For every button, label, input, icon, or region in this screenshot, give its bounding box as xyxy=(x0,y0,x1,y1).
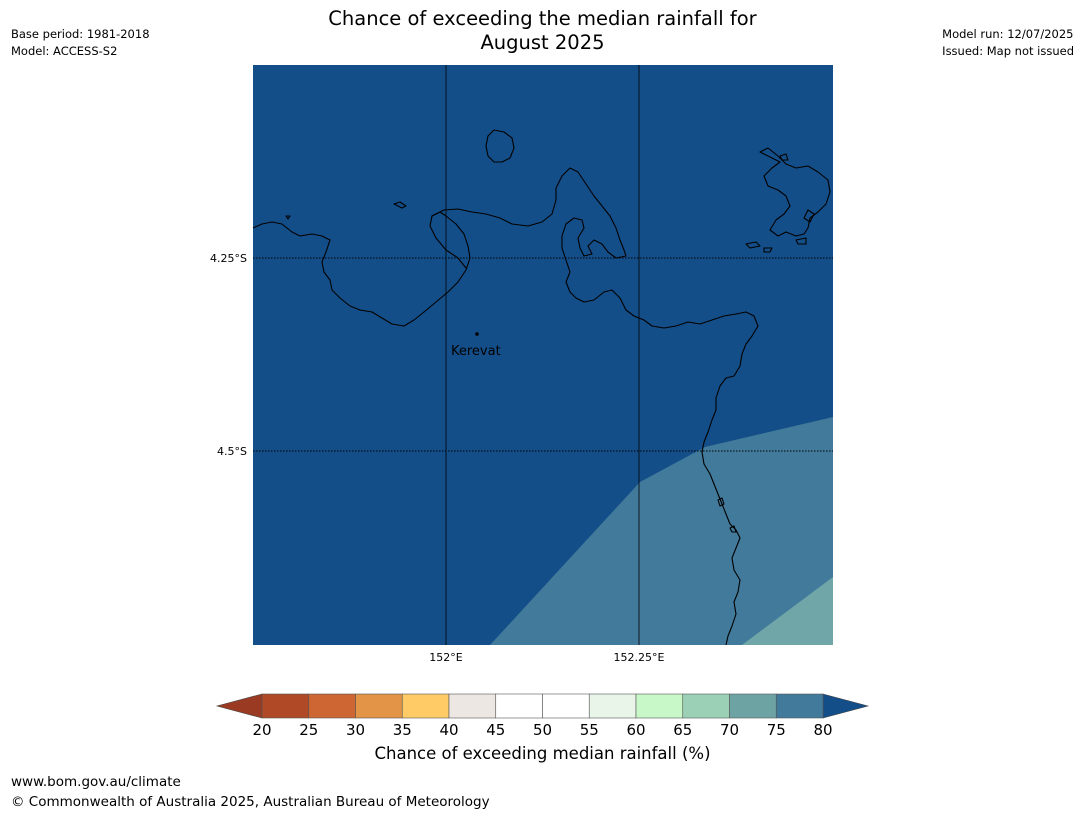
colorbar-tick-label: 20 xyxy=(252,721,271,739)
title-line-2: August 2025 xyxy=(480,31,605,54)
colorbar-label: Chance of exceeding median rainfall (%) xyxy=(374,744,711,763)
meta-left: Base period: 1981-2018 Model: ACCESS-S2 xyxy=(11,26,150,60)
kerevat-label: Kerevat xyxy=(451,344,501,359)
colorbar-tick-label: 50 xyxy=(533,721,552,739)
colorbar: 20 25 30 35 40 45 50 55 60 65 70 75 80 xyxy=(215,693,870,739)
colorbar-segment xyxy=(308,693,356,719)
colorbar-tick-label: 80 xyxy=(813,721,832,739)
model-text: Model: ACCESS-S2 xyxy=(11,44,118,58)
zone-75-80 xyxy=(490,417,833,645)
colorbar-segment xyxy=(635,693,684,719)
colorbar-tick-label: 35 xyxy=(393,721,412,739)
issued-text: Issued: Map not issued xyxy=(942,44,1074,58)
coastline xyxy=(252,129,831,646)
colorbar-segment xyxy=(448,693,497,719)
colorbar-segment xyxy=(729,693,777,719)
colorbar-tick-label: 40 xyxy=(439,721,458,739)
map-panel: Kerevat 4.25°S 4.5°S 152°E 152.25°E xyxy=(210,65,833,664)
colorbar-tick-label: 45 xyxy=(486,721,505,739)
colorbar-segment xyxy=(588,693,637,719)
meta-right: Model run: 12/07/2025 Issued: Map not is… xyxy=(942,26,1074,60)
lat-label-4-5: 4.5°S xyxy=(217,445,247,458)
colorbar-tick-label: 60 xyxy=(626,721,645,739)
footer-copyright: © Commonwealth of Australia 2025, Austra… xyxy=(11,794,490,810)
colorbar-tick-label: 75 xyxy=(767,721,786,739)
kerevat-marker xyxy=(475,332,479,336)
map-title: Chance of exceeding the median rainfall … xyxy=(0,7,1085,55)
colorbar-segment xyxy=(495,693,543,719)
colorbar-tick-label: 65 xyxy=(673,721,692,739)
title-line-1: Chance of exceeding the median rainfall … xyxy=(328,7,757,30)
colorbar-tick-label: 30 xyxy=(346,721,365,739)
colorbar-segment xyxy=(775,693,824,719)
footer-url[interactable]: www.bom.gov.au/climate xyxy=(11,774,181,790)
colorbar-segment xyxy=(682,693,730,719)
colorbar-segments xyxy=(261,693,824,719)
colorbar-segment xyxy=(261,693,310,719)
lat-label-4-25: 4.25°S xyxy=(210,252,247,265)
colorbar-tick-label: 55 xyxy=(580,721,599,739)
colorbar-ticks: 20 25 30 35 40 45 50 55 60 65 70 75 80 xyxy=(252,721,832,739)
colorbar-segment xyxy=(355,693,403,719)
lon-label-152: 152°E xyxy=(429,651,462,664)
model-run-text: Model run: 12/07/2025 xyxy=(942,27,1074,41)
colorbar-segment xyxy=(401,693,450,719)
base-period-text: Base period: 1981-2018 xyxy=(11,27,150,41)
zone-70-75 xyxy=(742,577,833,645)
colorbar-under-arrow xyxy=(215,693,263,719)
colorbar-tick-label: 25 xyxy=(299,721,318,739)
lon-label-152-25: 152.25°E xyxy=(614,651,665,664)
colorbar-tick-label: 70 xyxy=(720,721,739,739)
colorbar-segment xyxy=(542,693,590,719)
colorbar-over-arrow xyxy=(822,693,870,719)
